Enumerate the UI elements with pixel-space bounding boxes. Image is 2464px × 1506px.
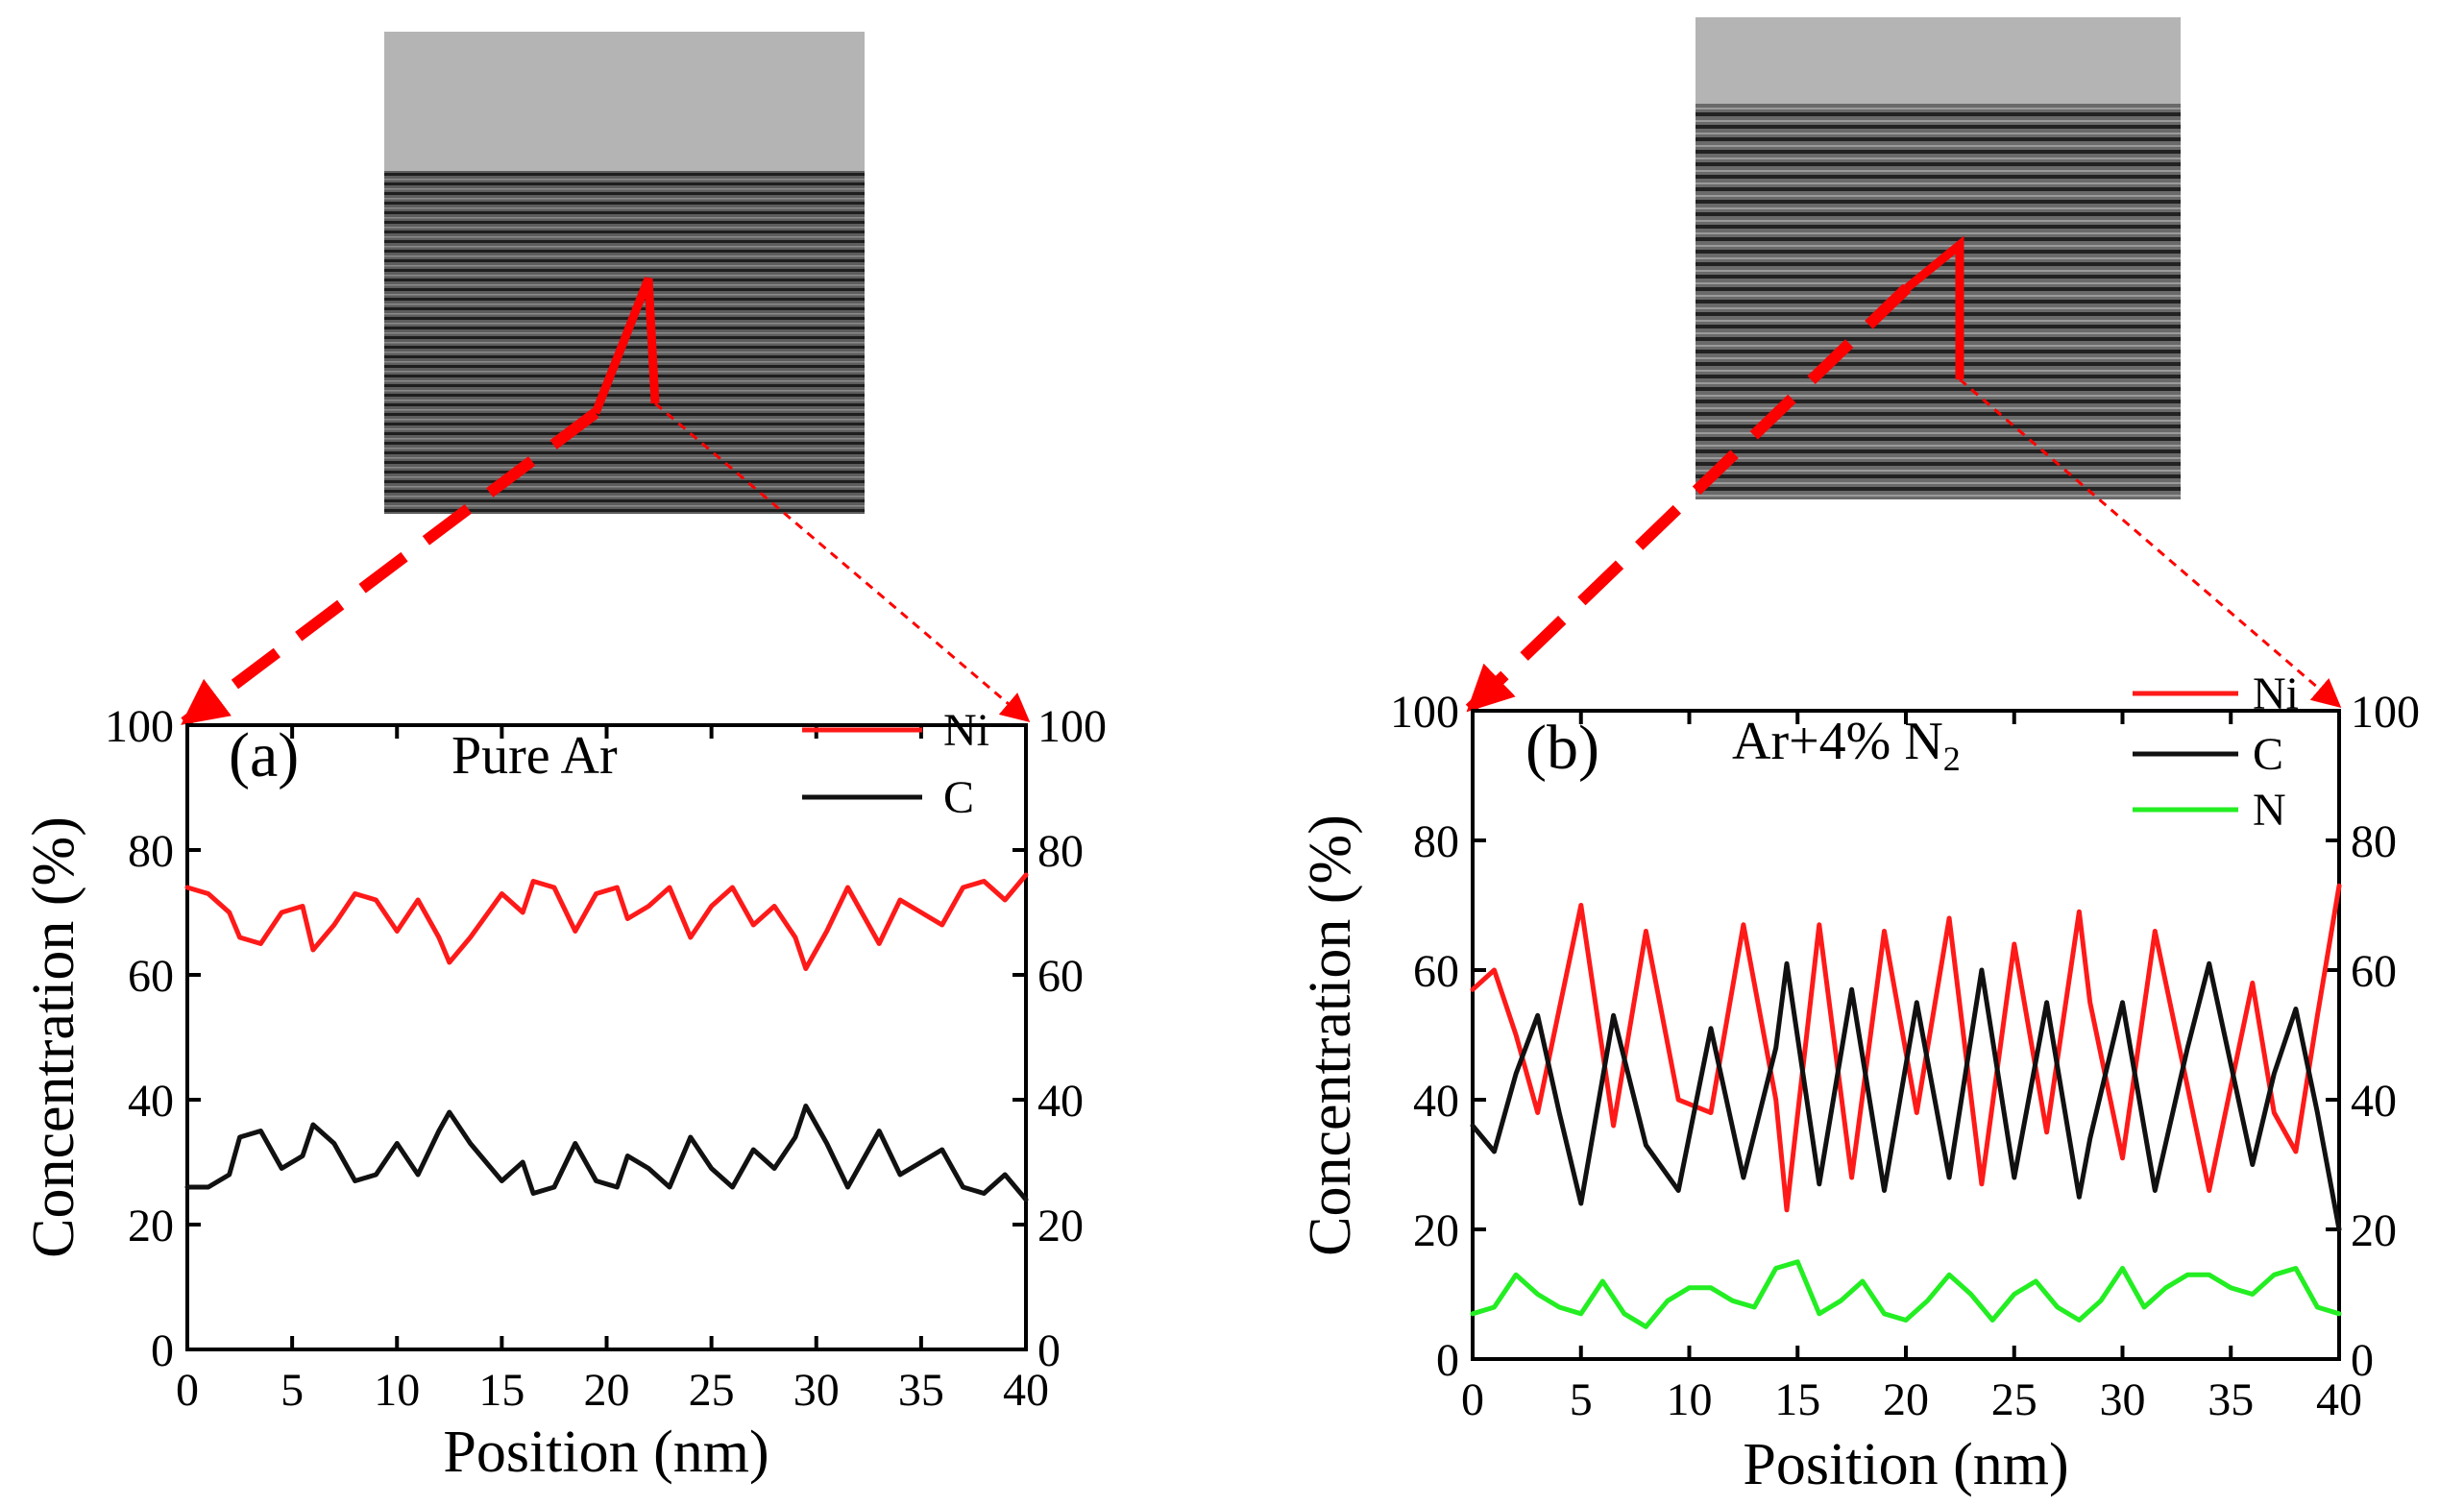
x-tick-label: 20 <box>584 1365 630 1416</box>
y-tick-label-right: 80 <box>2351 816 2397 867</box>
y-tick-label-right: 0 <box>1037 1325 1061 1376</box>
chart-b: 0 20 40 60 80 100 0 20 40 60 80 100 0 5 10 15 20 25 30 35… <box>1298 668 2420 1497</box>
panel-label-a: (a) <box>229 720 299 790</box>
legend-label-n-b: N <box>2253 785 2286 836</box>
zoom-arrow-a-right <box>654 401 1031 722</box>
y-tick-label-left: 80 <box>128 826 174 877</box>
y-tick-label-left: 60 <box>128 951 174 1002</box>
y-tick-label-right: 60 <box>2351 946 2397 997</box>
legend-label-c-a: C <box>943 772 974 823</box>
x-ticks-a: 0 5 10 15 20 25 30 35 40 <box>176 725 1049 1416</box>
tem-image-b-background <box>1696 17 2181 104</box>
y-tick-label-right: 100 <box>1037 701 1107 752</box>
x-tick-label: 25 <box>689 1365 735 1416</box>
plot-frame-a <box>185 723 1028 1351</box>
y-ticks-left-a: 0 20 40 60 80 100 <box>105 701 201 1376</box>
x-tick-label: 0 <box>176 1365 199 1416</box>
y-tick-label-left: 40 <box>128 1076 174 1127</box>
chart-a: 0 20 40 60 80 100 0 20 40 60 80 100 0 5 10 15 20 25 30 35… <box>21 701 1107 1485</box>
x-tick-label: 10 <box>1667 1374 1713 1425</box>
x-tick-label: 25 <box>1991 1374 2037 1425</box>
zoom-arrow-b-left <box>1465 283 1912 714</box>
tem-image-b <box>1696 17 2181 499</box>
x-axis-title-b: Position (nm) <box>1743 1432 2068 1497</box>
y-ticks-right-b: 0 20 40 60 80 100 <box>2326 687 2420 1386</box>
condition-text-a: Pure Ar <box>451 726 618 786</box>
series-line-c <box>1470 960 2342 1232</box>
series-line-n <box>1470 1259 2342 1329</box>
x-tick-label: 40 <box>1003 1365 1049 1416</box>
y-tick-label-right: 80 <box>1037 826 1084 877</box>
y-tick-label-left: 0 <box>151 1325 174 1376</box>
y-tick-label-right: 100 <box>2351 687 2420 738</box>
condition-subscript-b: 2 <box>1943 740 1961 778</box>
x-tick-label: 20 <box>1883 1374 1929 1425</box>
x-tick-label: 0 <box>1461 1374 1484 1425</box>
y-tick-label-left: 20 <box>1413 1205 1459 1256</box>
condition-label-b: Ar+4% N2 <box>1732 712 1961 778</box>
y-tick-label-left: 20 <box>128 1201 174 1251</box>
legend-label-ni-b: Ni <box>2253 668 2299 719</box>
y-tick-label-left: 60 <box>1413 946 1459 997</box>
x-tick-label: 10 <box>374 1365 420 1416</box>
y-tick-label-left: 80 <box>1413 816 1459 867</box>
panel-label-b: (b) <box>1525 713 1599 783</box>
legend-label-ni-a: Ni <box>943 705 989 756</box>
x-tick-label: 5 <box>1570 1374 1593 1425</box>
y-tick-label-right: 60 <box>1037 951 1084 1002</box>
y-tick-label-left: 100 <box>1390 687 1459 738</box>
y-tick-label-left: 100 <box>105 701 174 752</box>
y-tick-label-right: 40 <box>2351 1076 2397 1127</box>
x-axis-title-a: Position (nm) <box>443 1420 768 1485</box>
series-group-b <box>1470 883 2342 1329</box>
zoom-arrow-b-right <box>1959 377 2342 708</box>
linescan-marker-a <box>591 277 660 415</box>
y-axis-title-a: Concentration (%) <box>21 816 86 1258</box>
y-tick-label-right: 40 <box>1037 1076 1084 1127</box>
series-line-ni <box>1470 883 2342 1213</box>
legend-label-c-b: C <box>2253 729 2283 780</box>
y-tick-label-right: 20 <box>1037 1201 1084 1251</box>
x-tick-label: 15 <box>1774 1374 1820 1425</box>
y-tick-label-right: 0 <box>2351 1335 2374 1386</box>
tem-image-a-background <box>384 32 865 171</box>
linescan-marker-b <box>1904 235 1964 379</box>
legend-b: Ni C N <box>2133 668 2299 836</box>
x-tick-label: 40 <box>2316 1374 2362 1425</box>
x-tick-label: 35 <box>2208 1374 2254 1425</box>
y-ticks-right-a: 0 20 40 60 80 100 <box>1012 701 1107 1376</box>
legend-a: Ni C <box>802 705 989 823</box>
zoom-arrows <box>181 283 2342 727</box>
x-tick-label: 5 <box>281 1365 304 1416</box>
series-group-a <box>184 872 1029 1202</box>
zoom-arrow-a-left <box>181 408 599 727</box>
x-tick-label: 15 <box>478 1365 525 1416</box>
y-axis-title-b: Concentration (%) <box>1298 814 1363 1256</box>
series-line-ni <box>184 872 1029 971</box>
tem-image-b-multilayer <box>1696 104 2181 499</box>
x-ticks-b: 0 5 10 15 20 25 30 35 40 <box>1461 711 2362 1425</box>
condition-text-b: Ar+4% N <box>1732 712 1943 771</box>
x-tick-label: 30 <box>793 1365 840 1416</box>
y-tick-label-left: 40 <box>1413 1076 1459 1127</box>
y-tick-label-left: 0 <box>1436 1335 1459 1386</box>
x-tick-label: 35 <box>898 1365 944 1416</box>
tem-image-a <box>384 32 865 514</box>
y-ticks-left-b: 0 20 40 60 80 100 <box>1390 687 1486 1386</box>
series-line-c <box>184 1104 1029 1202</box>
x-tick-label: 30 <box>2100 1374 2146 1425</box>
y-tick-label-right: 20 <box>2351 1205 2397 1256</box>
condition-label-a: Pure Ar <box>451 726 618 786</box>
